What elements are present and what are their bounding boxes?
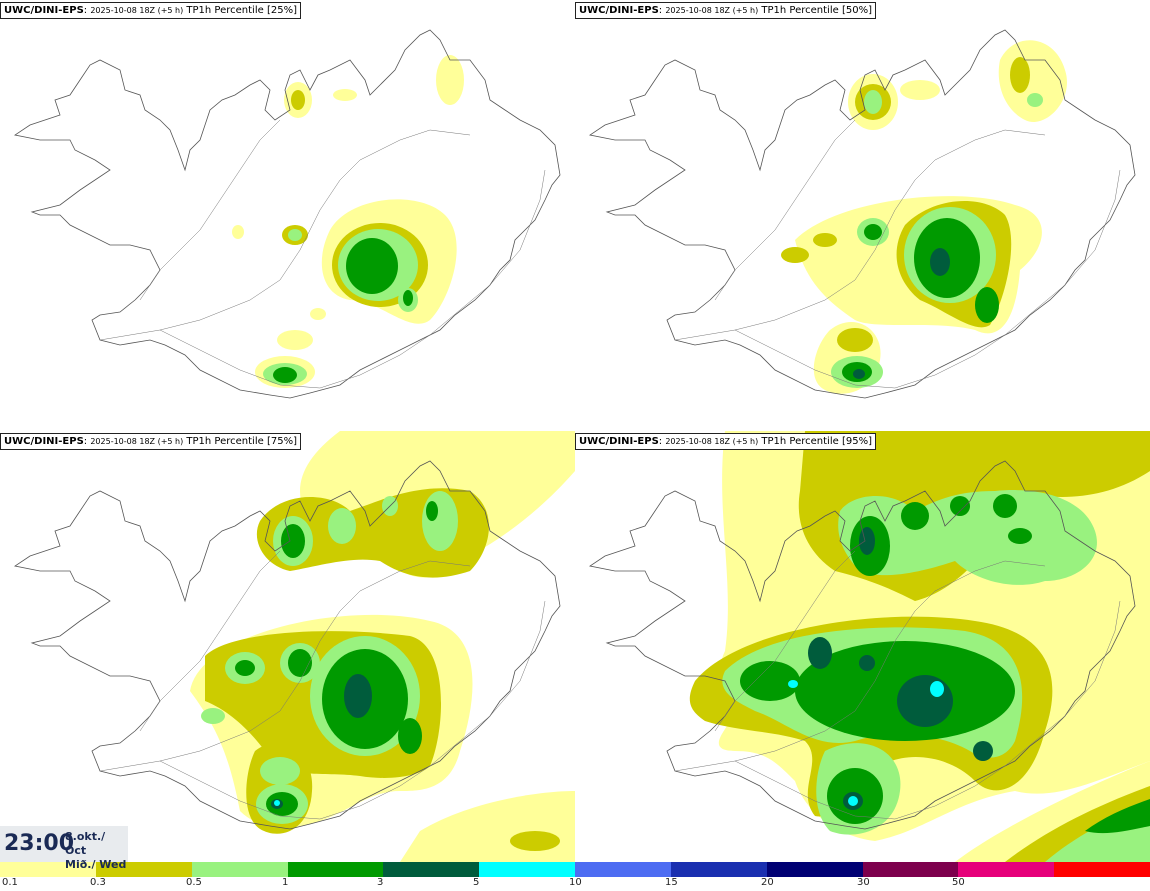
precip-map <box>13 29 561 399</box>
road-network <box>674 119 1121 389</box>
precip-field <box>781 40 1067 394</box>
panel-title: UWC/DINI-EPS: 2025-10-08 18Z (+5 h) TP1h… <box>575 433 876 450</box>
iceland-outline <box>13 460 561 830</box>
map-panel-p95: UWC/DINI-EPS: 2025-10-08 18Z (+5 h) TP1h… <box>575 431 1150 862</box>
panel-title: UWC/DINI-EPS: 2025-10-08 18Z (+5 h) TP1h… <box>0 2 301 19</box>
legend-color-swatch <box>287 862 384 877</box>
panel-title: UWC/DINI-EPS: 2025-10-08 18Z (+5 h) TP1h… <box>575 2 876 19</box>
legend-tick-label: 10 <box>569 877 582 888</box>
legend-ticks: 0.1 0.3 0.5 1 3 5 10 15 20 30 50 <box>0 877 1150 891</box>
legend-color-swatch <box>191 862 288 877</box>
valid-time-box: 23:00 8.okt./ Oct Mið./ Wed <box>0 826 128 871</box>
legend-tick-label: 15 <box>665 877 678 888</box>
legend-tick-label: 0.3 <box>90 877 106 888</box>
panel-title: UWC/DINI-EPS: 2025-10-08 18Z (+5 h) TP1h… <box>0 433 301 450</box>
legend-tick-label: 3 <box>377 877 384 888</box>
iceland-outline <box>13 29 561 399</box>
legend-color-swatch <box>383 862 480 877</box>
legend-color-swatch <box>766 862 863 877</box>
legend-tick-label: 0.5 <box>186 877 202 888</box>
map-panel-p50: UWC/DINI-EPS: 2025-10-08 18Z (+5 h) TP1h… <box>575 0 1150 431</box>
legend-color-swatch <box>670 862 767 877</box>
legend-tick-label: 0.1 <box>2 877 18 888</box>
road-network <box>99 550 546 820</box>
legend-tick-label: 1 <box>282 877 289 888</box>
legend-color-swatch <box>95 862 192 877</box>
valid-date: 8.okt./ Oct Mið./ Wed <box>65 830 127 871</box>
map-panel-p25: UWC/DINI-EPS: 2025-10-08 18Z (+5 h) TP1h… <box>0 0 575 431</box>
color-legend <box>0 862 1150 877</box>
legend-color-swatch <box>958 862 1055 877</box>
legend-color-swatch <box>1054 862 1150 877</box>
road-network <box>674 550 1121 820</box>
legend-color-swatch <box>0 862 96 877</box>
precip-map <box>13 431 575 862</box>
precip-field <box>232 55 464 388</box>
legend-tick-label: 5 <box>473 877 480 888</box>
legend-color-swatch <box>862 862 959 877</box>
precip-field <box>689 431 1150 862</box>
map-panel-p75: UWC/DINI-EPS: 2025-10-08 18Z (+5 h) TP1h… <box>0 431 575 862</box>
iceland-outline <box>588 29 1136 399</box>
iceland-outline <box>588 460 1136 830</box>
legend-tick-label: 30 <box>857 877 870 888</box>
road-network <box>99 119 546 389</box>
precip-map <box>588 29 1136 399</box>
precip-field <box>190 431 575 862</box>
legend-color-swatch <box>575 862 671 877</box>
legend-tick-label: 20 <box>761 877 774 888</box>
legend-color-swatch <box>479 862 576 877</box>
valid-time-clock: 23:00 <box>4 831 75 856</box>
precip-map <box>588 431 1150 862</box>
legend-tick-label: 50 <box>952 877 965 888</box>
